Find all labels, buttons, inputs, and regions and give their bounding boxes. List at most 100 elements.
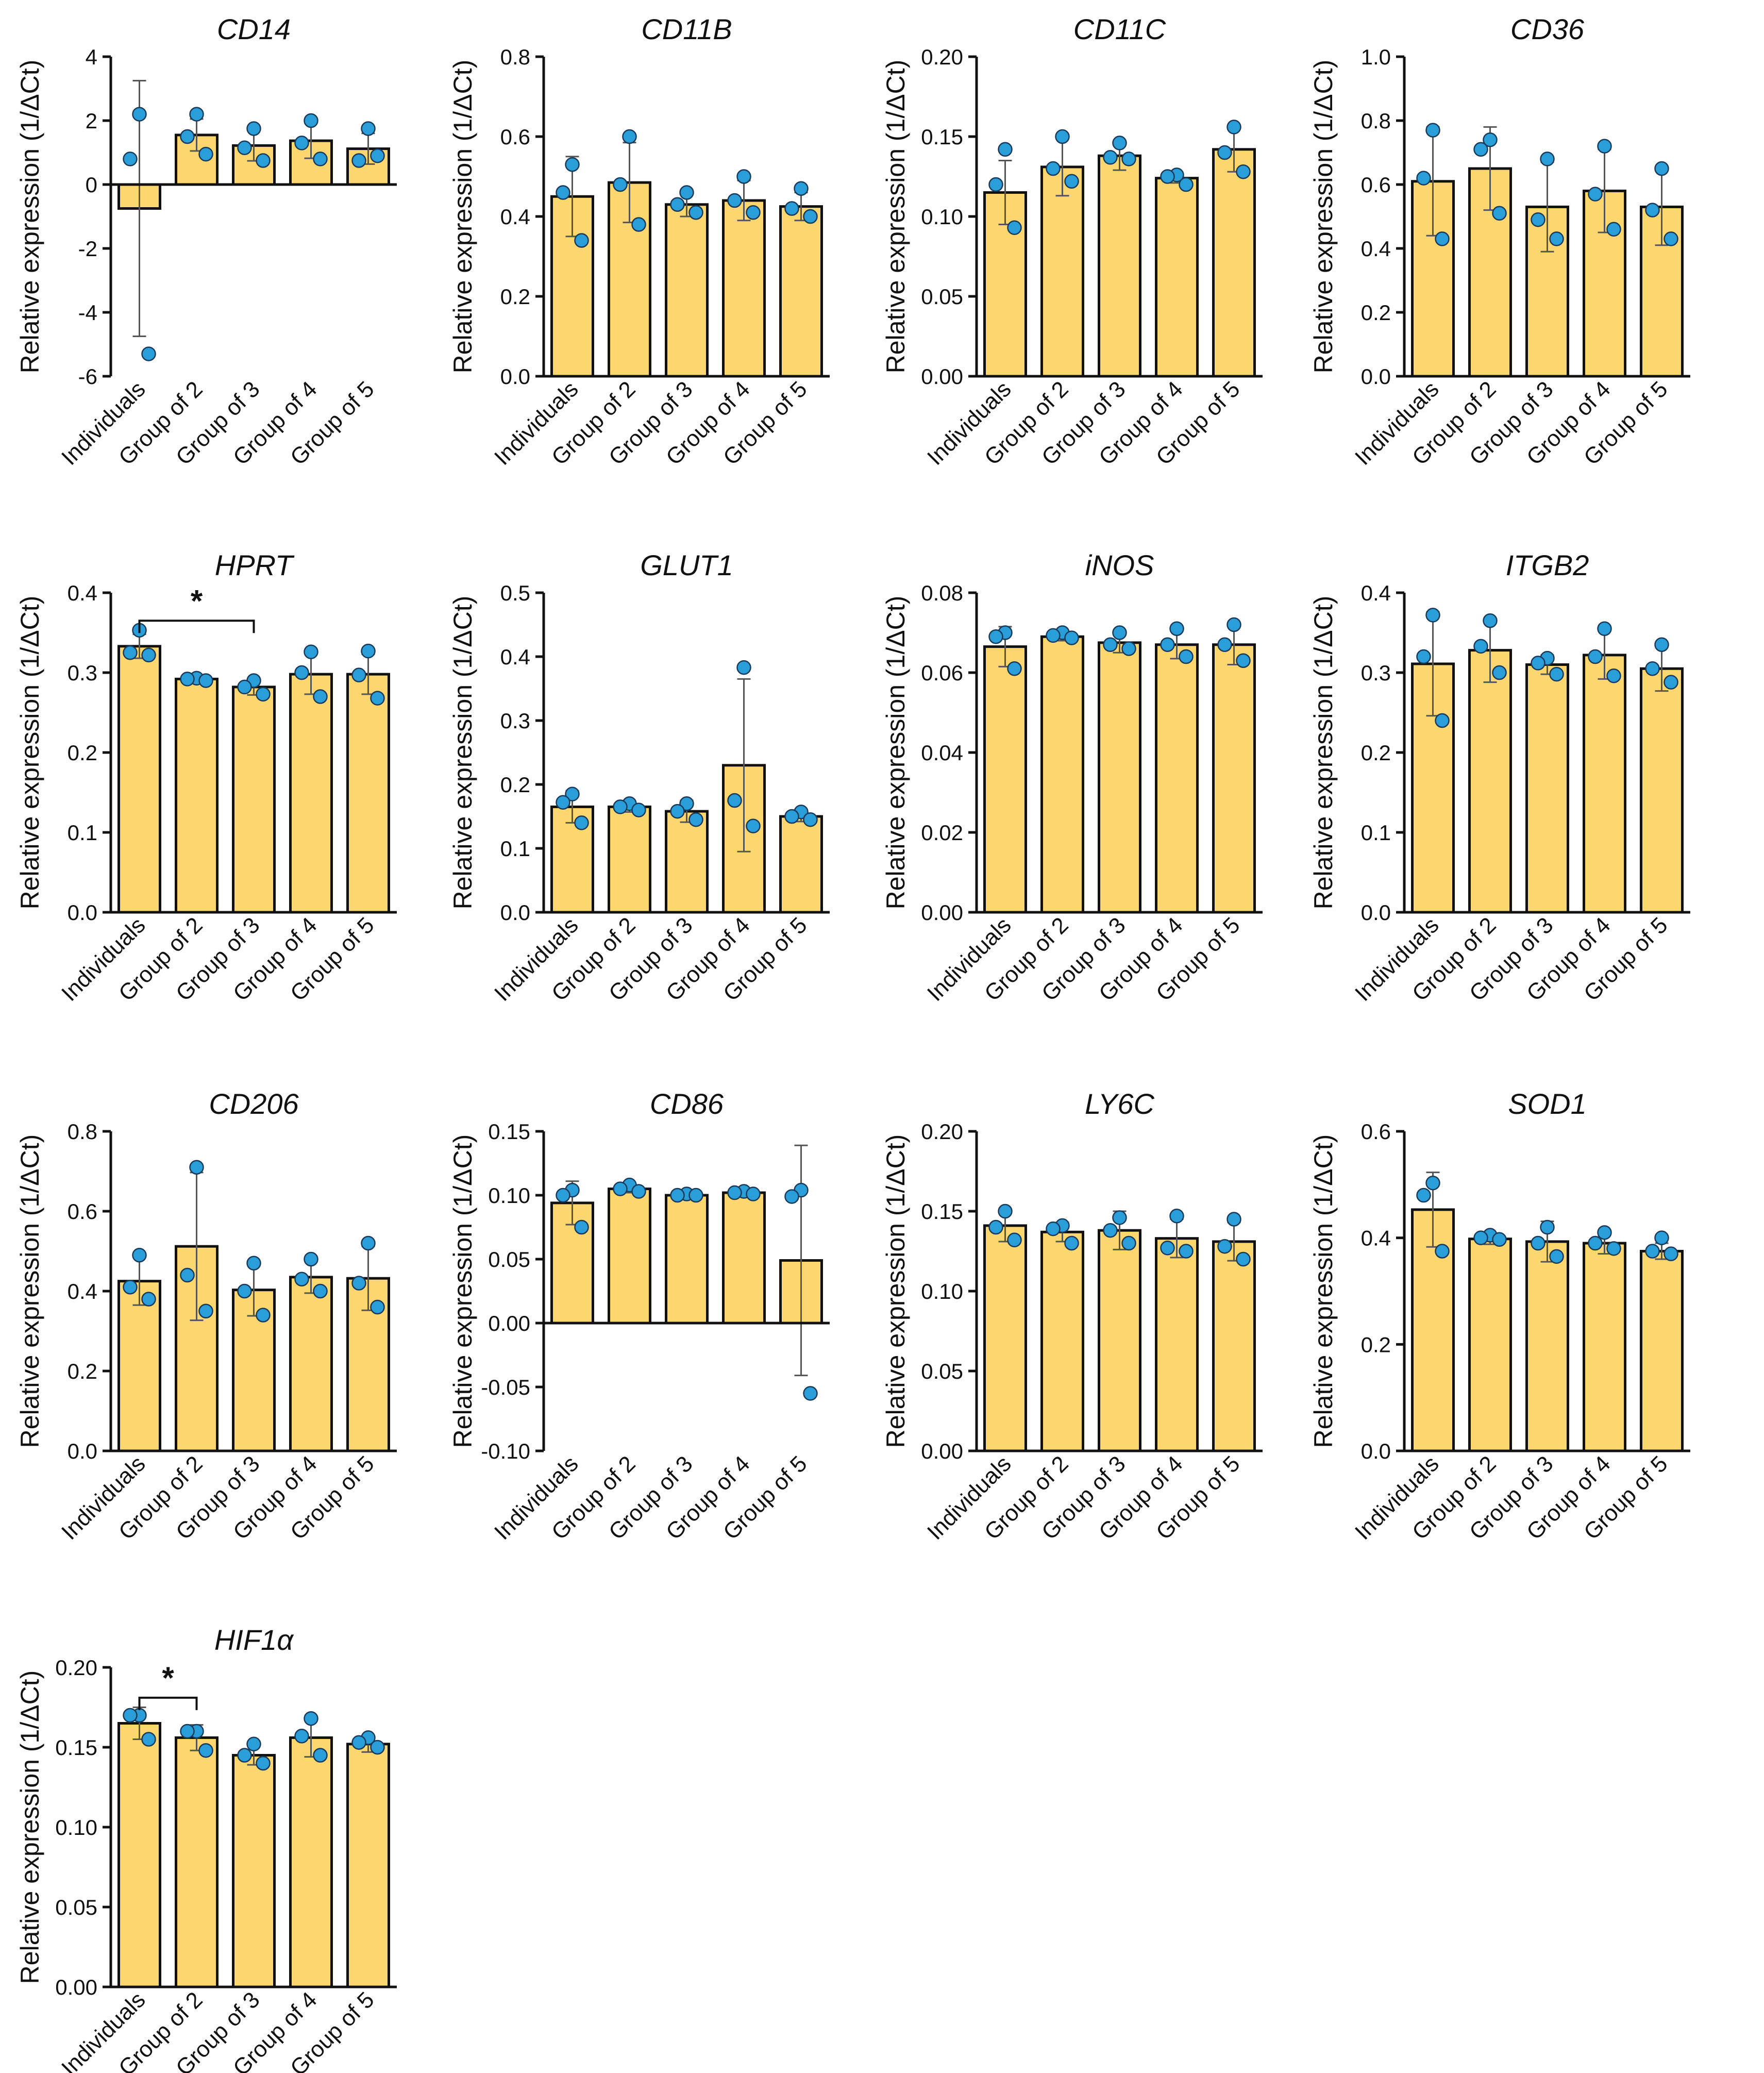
data-point: [1227, 1212, 1241, 1227]
chart-title: CD14: [217, 13, 291, 45]
data-point: [256, 1756, 271, 1771]
data-point: [727, 793, 742, 808]
data-point: [1160, 1241, 1175, 1256]
data-point: [1064, 630, 1079, 645]
y-tick-label: 0.05: [488, 1247, 530, 1272]
y-tick-label: 0.00: [55, 1975, 97, 1999]
y-axis-label: Relative expression (1/ΔCt): [881, 60, 910, 374]
data-point: [141, 1292, 156, 1307]
chart-panel-inos: iNOS Relative expression (1/ΔCt) 0.00 0.02 0…: [881, 549, 1263, 1006]
data-point: [1492, 1232, 1507, 1247]
data-point: [237, 1283, 252, 1299]
data-point: [198, 1303, 213, 1318]
data-point: [631, 803, 646, 817]
data-point: [1217, 145, 1232, 160]
data-point: [1425, 1175, 1440, 1191]
y-tick-label: 0.1: [1361, 821, 1391, 845]
y-tick-label: 0.20: [921, 1119, 963, 1144]
chart-panel-cd86: CD86 Relative expression (1/ΔCt)-0.10 -0.0…: [448, 1088, 830, 1545]
data-point: [565, 787, 580, 801]
data-point: [1425, 608, 1440, 623]
bar: [1411, 662, 1455, 914]
data-point: [998, 1203, 1013, 1219]
data-point: [556, 185, 570, 200]
data-point: [1236, 653, 1251, 668]
data-point: [1227, 120, 1241, 135]
bar: [665, 203, 709, 378]
bar: [779, 205, 823, 378]
data-point: [1654, 637, 1669, 652]
y-tick-label: 0.2: [68, 1359, 97, 1383]
bar: [289, 673, 333, 914]
data-point: [574, 233, 589, 248]
y-tick-label: 0.2: [1361, 1332, 1391, 1357]
data-point: [313, 152, 328, 166]
data-point: [180, 672, 195, 687]
data-point: [1540, 152, 1555, 166]
y-tick-label: 0.4: [68, 581, 97, 605]
data-point: [988, 177, 1003, 192]
data-point: [556, 795, 570, 810]
y-tick-label: 0.00: [488, 1311, 530, 1335]
y-tick-label: 0.3: [1361, 661, 1391, 685]
data-point: [351, 667, 366, 682]
data-point: [1112, 1210, 1127, 1225]
data-point: [351, 1276, 366, 1291]
data-point: [1540, 1219, 1555, 1235]
y-tick-label: 0.15: [488, 1119, 530, 1144]
y-axis-label: Relative expression (1/ΔCt): [1309, 596, 1338, 910]
data-point: [631, 217, 646, 232]
y-tick-label: 0.20: [55, 1656, 97, 1680]
data-point: [141, 1732, 156, 1747]
data-point: [1473, 1230, 1488, 1245]
bar: [608, 805, 651, 914]
y-tick-label: 0.0: [1361, 1439, 1391, 1463]
data-point: [256, 153, 271, 168]
data-point: [1236, 164, 1251, 179]
data-point: [1416, 649, 1431, 664]
y-tick-label: 0.2: [1361, 300, 1391, 325]
data-point: [1531, 1235, 1545, 1251]
bar: [983, 645, 1027, 914]
y-tick-label: 0.2: [500, 285, 530, 309]
data-point: [784, 1189, 799, 1204]
y-tick-label: 0.6: [1361, 173, 1391, 197]
data-point: [237, 140, 252, 155]
y-tick-label: 0.8: [68, 1119, 97, 1144]
y-tick-label: 0.4: [1361, 1226, 1391, 1250]
y-axis-label: Relative expression (1/ΔCt): [15, 596, 44, 910]
data-point: [237, 679, 252, 695]
data-point: [256, 1308, 271, 1323]
bar: [1525, 663, 1569, 914]
y-axis-label: Relative expression (1/ΔCt): [448, 596, 477, 910]
bar: [1468, 649, 1512, 914]
y-tick-label: 0.1: [500, 837, 530, 861]
data-point: [123, 152, 138, 166]
chart-title: CD206: [209, 1088, 299, 1120]
data-point: [1645, 1244, 1660, 1259]
data-point: [189, 1160, 204, 1175]
data-point: [1549, 1249, 1564, 1264]
y-tick-label: 0.06: [921, 661, 963, 685]
data-point: [565, 157, 580, 172]
data-point: [613, 1181, 628, 1196]
significance-label: *: [162, 1661, 174, 1695]
significance-label: *: [191, 583, 203, 618]
y-tick-label: -2: [78, 237, 97, 261]
bar: [1583, 654, 1626, 914]
y-tick-label: 0.0: [500, 900, 530, 925]
data-point: [1112, 625, 1127, 640]
y-tick-label: 0.15: [921, 125, 963, 149]
data-point: [198, 1743, 213, 1758]
y-tick-label: 0.02: [921, 821, 963, 845]
data-point: [304, 113, 318, 128]
data-point: [1645, 661, 1660, 676]
data-point: [1473, 142, 1488, 157]
data-point: [746, 205, 761, 220]
chart-panel-cd206: CD206 Relative expression (1/ΔCt) 0.0 0.2 0.…: [15, 1088, 397, 1545]
chart-panel-hprt: HPRT Relative expression (1/ΔCt) 0.0 0.1 0.2…: [15, 549, 397, 1006]
data-point: [1549, 666, 1564, 682]
data-point: [123, 1708, 138, 1723]
data-point: [246, 1736, 261, 1752]
data-point: [1588, 1235, 1603, 1251]
